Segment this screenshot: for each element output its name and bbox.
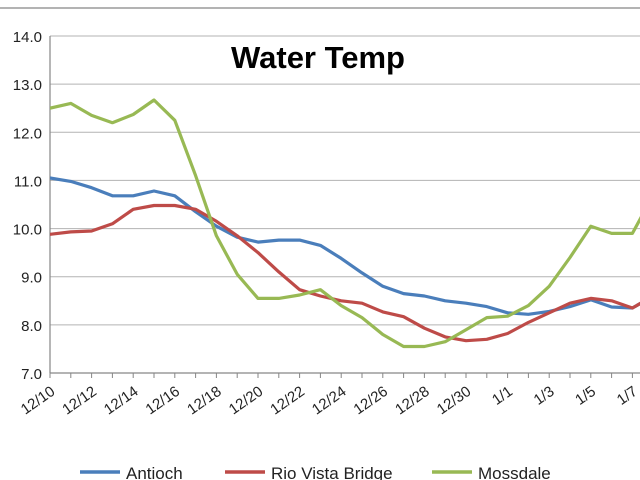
x-tick-label: 12/22 <box>267 383 308 418</box>
y-tick-label: 13.0 <box>13 77 42 94</box>
x-tick-label: 12/24 <box>309 383 350 418</box>
x-tick-label: 12/12 <box>59 383 100 418</box>
chart-title: Water Temp <box>231 40 405 75</box>
x-tick-label: 1/5 <box>572 383 599 409</box>
y-tick-label: 11.0 <box>14 173 42 190</box>
x-tick-label: 12/30 <box>434 383 475 418</box>
gridlines <box>50 35 640 326</box>
series-line-rio-vista-bridge <box>50 203 640 343</box>
series-line-mossdale <box>50 98 640 349</box>
x-tick-label: 12/14 <box>101 383 142 418</box>
x-tick-label: 12/18 <box>184 383 225 418</box>
x-tick-label: 12/16 <box>143 383 184 418</box>
legend: Antioch Rio Vista Bridge Mossdale <box>80 464 551 480</box>
y-tick-label: 14.0 <box>13 29 42 46</box>
y-tick-label: 8.0 <box>21 318 42 335</box>
y-tick-label: 7.0 <box>21 366 42 383</box>
series-lines <box>50 98 640 349</box>
legend-label: Mossdale <box>478 464 551 480</box>
legend-label: Rio Vista Bridge <box>271 464 393 480</box>
x-tick-label: 12/26 <box>351 383 392 418</box>
x-tick-label: 1/1 <box>489 383 516 409</box>
series-line-antioch <box>50 176 640 316</box>
y-tick-label: 12.0 <box>13 125 42 142</box>
legend-label: Antioch <box>126 464 183 480</box>
x-tick-label: 12/20 <box>226 383 267 418</box>
y-tick-labels: 7.0 8.0 9.0 10.0 11.0 12.0 13.0 14.0 <box>13 29 42 383</box>
y-tick-label: 10.0 <box>13 222 42 239</box>
x-tick-label: 12/10 <box>18 383 59 418</box>
x-tick-label: 1/3 <box>531 383 558 409</box>
y-tick-label: 9.0 <box>21 270 42 287</box>
x-tick-label: 12/28 <box>392 383 433 418</box>
axes <box>49 36 640 378</box>
x-tick-labels: 12/10 12/12 12/14 12/16 12/18 12/20 12/22 12/24… <box>18 383 640 418</box>
x-tick-label: 1/7 <box>614 383 640 409</box>
